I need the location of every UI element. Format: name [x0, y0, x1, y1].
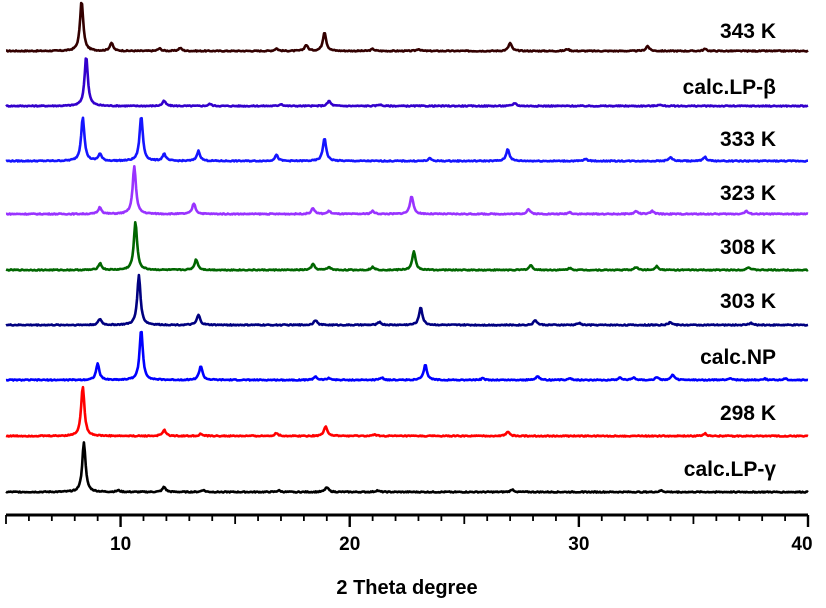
series-line-3	[5, 164, 809, 216]
series-label-0: 343 K	[720, 20, 776, 43]
series-label-7: 298 K	[720, 402, 776, 425]
x-tick-label-40: 40	[791, 534, 812, 555]
series-label-1: calc.LP-β	[683, 76, 777, 99]
x-axis-title: 2 Theta degree	[336, 577, 477, 599]
series-line-7	[5, 385, 809, 438]
series-label-8: calc.LP-γ	[684, 458, 777, 481]
series-line-4	[5, 220, 809, 272]
series-line-2	[5, 116, 809, 163]
series-line-8	[5, 441, 809, 494]
series-label-3: 323 K	[720, 182, 776, 205]
traces-group	[5, 1, 809, 494]
x-tick-label-30: 30	[568, 534, 589, 555]
x-tick-label-10: 10	[110, 534, 131, 555]
series-line-0	[5, 1, 809, 53]
series-line-5	[5, 273, 809, 327]
series-label-4: 308 K	[720, 236, 776, 259]
series-line-6	[5, 330, 809, 382]
series-label-2: 333 K	[720, 128, 776, 151]
x-tick-label-20: 20	[339, 534, 360, 555]
series-label-5: 303 K	[720, 290, 776, 313]
series-label-6: calc.NP	[700, 346, 776, 369]
x-ticks-group: 10 20 30 40	[5, 515, 813, 555]
series-labels-group: 343 K calc.LP-β 333 K 323 K 308 K 303 K calc.N…	[683, 20, 777, 481]
series-line-1	[5, 57, 809, 108]
